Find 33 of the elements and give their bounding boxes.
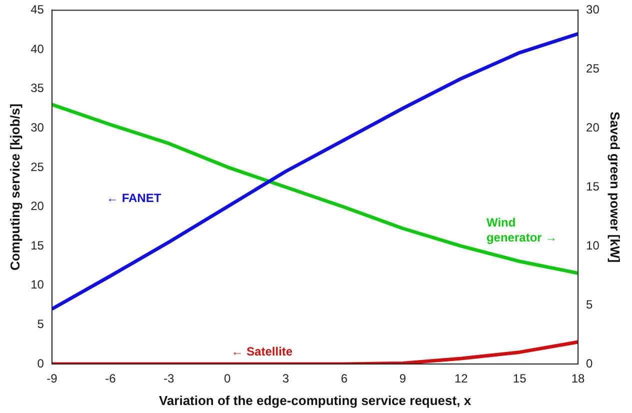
x-tick-label: -3 — [164, 372, 175, 386]
x-tick-label: 12 — [454, 372, 468, 386]
y-tick-label: 15 — [30, 238, 44, 252]
y-tick-label: 40 — [30, 42, 44, 56]
y-tick-label: 5 — [37, 317, 44, 331]
x-tick-label: 0 — [224, 372, 231, 386]
y-tick-label: 30 — [30, 120, 44, 134]
text: ← FANET — [106, 191, 162, 206]
x-tick-label: 18 — [571, 372, 586, 386]
x-tick-label: 6 — [340, 372, 348, 386]
y2-axis-title: Saved green power [kW] — [608, 112, 623, 263]
series-label: ← Satellite — [231, 344, 293, 359]
y-tick-label: 35 — [30, 81, 44, 96]
y-tick-label: 45 — [30, 2, 44, 17]
x-tick-label: 3 — [282, 372, 290, 386]
x-tick-label: -6 — [105, 372, 116, 386]
y-tick-label: 25 — [30, 160, 44, 174]
x-tick-label: 15 — [512, 372, 527, 386]
y2-tick-label: 5 — [586, 297, 594, 312]
y-axis-title: Computing service [kjob/s] — [7, 104, 22, 271]
series-label: Wind generator → — [486, 216, 558, 245]
x-tick-label: -9 — [46, 372, 58, 386]
y2-tick-label: 25 — [586, 61, 600, 76]
x-tick-label: 9 — [399, 372, 406, 386]
y2-tick-label: 0 — [586, 356, 594, 370]
y2-tick-label: 15 — [586, 179, 600, 194]
y-tick-label: 0 — [37, 356, 44, 370]
y-tick-label: 20 — [30, 199, 44, 214]
y2-tick-label: 30 — [586, 2, 600, 17]
y2-tick-label: 20 — [586, 120, 600, 134]
y2-tick-label: 10 — [586, 238, 600, 252]
y-tick-label: 10 — [30, 278, 44, 292]
x-axis-title: Variation of the edge-computing service request, x — [158, 392, 472, 408]
